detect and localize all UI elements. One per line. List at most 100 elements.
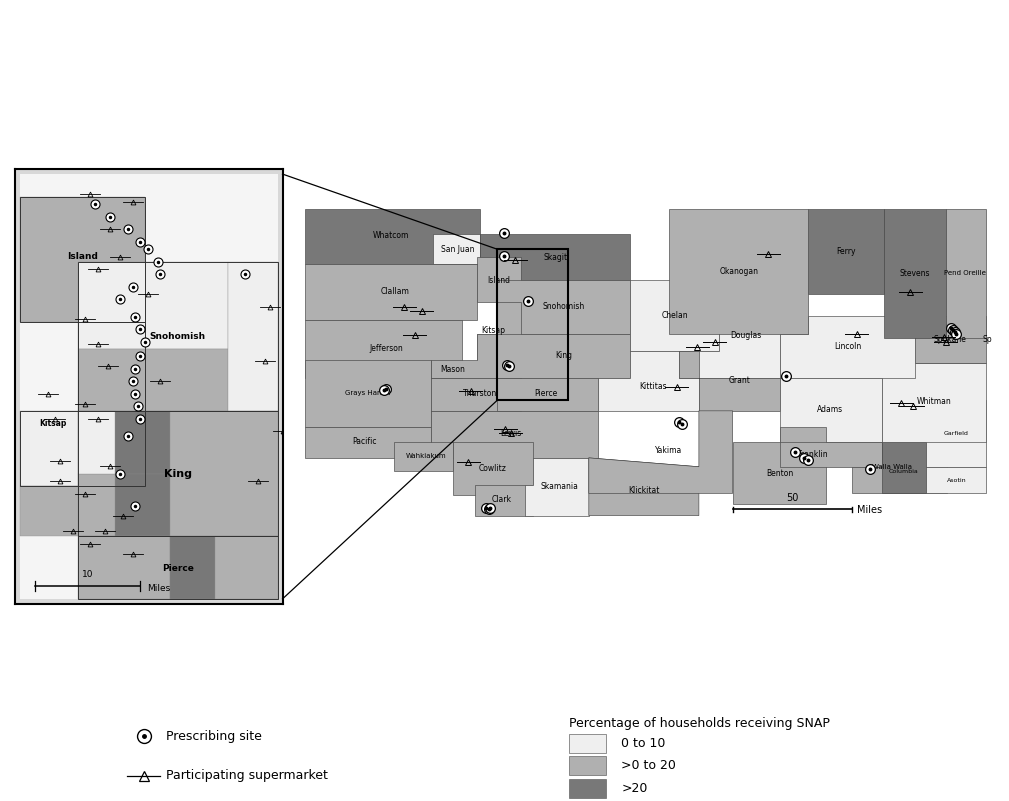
Polygon shape (589, 458, 699, 516)
Polygon shape (20, 486, 78, 537)
Polygon shape (78, 262, 228, 349)
Text: Skagit: Skagit (543, 253, 567, 262)
Polygon shape (394, 442, 453, 471)
Polygon shape (477, 302, 522, 360)
Text: >0 to 20: >0 to 20 (622, 759, 676, 772)
Text: Yakima: Yakima (655, 446, 682, 455)
Polygon shape (171, 537, 215, 599)
Polygon shape (945, 209, 986, 338)
Text: Kittitas: Kittitas (639, 382, 667, 392)
Text: Sp: Sp (983, 336, 993, 344)
Text: Jefferson: Jefferson (369, 344, 404, 353)
Polygon shape (453, 442, 533, 495)
Polygon shape (630, 280, 719, 352)
Bar (569, 735, 606, 754)
Text: Prescribing site: Prescribing site (166, 730, 262, 743)
Polygon shape (305, 360, 431, 427)
Polygon shape (20, 412, 78, 486)
Text: Whitman: Whitman (917, 397, 951, 406)
Text: King: King (555, 352, 572, 360)
Polygon shape (477, 257, 522, 302)
Bar (497, 249, 568, 400)
Text: Clark: Clark (491, 495, 512, 504)
Polygon shape (589, 411, 733, 493)
Text: 10: 10 (82, 570, 94, 579)
Text: King: King (163, 469, 192, 479)
Text: Pacific: Pacific (352, 437, 376, 446)
Text: 0 to 10: 0 to 10 (622, 737, 666, 751)
Polygon shape (115, 412, 171, 474)
Text: Klickitat: Klickitat (629, 486, 660, 495)
Polygon shape (669, 209, 808, 333)
Text: Island: Island (487, 276, 511, 285)
Text: 50: 50 (786, 493, 799, 503)
Text: Columbia: Columbia (889, 469, 919, 473)
Polygon shape (78, 537, 171, 599)
Polygon shape (479, 234, 630, 280)
Polygon shape (78, 349, 228, 412)
Text: Thurston: Thurston (462, 389, 496, 398)
Polygon shape (78, 412, 115, 474)
Polygon shape (853, 442, 947, 493)
Text: Mason: Mason (441, 364, 465, 373)
Polygon shape (733, 427, 825, 504)
Polygon shape (497, 280, 630, 333)
Polygon shape (475, 485, 533, 516)
Text: Lewis: Lewis (500, 429, 522, 438)
Polygon shape (525, 458, 589, 516)
Polygon shape (433, 234, 479, 264)
Polygon shape (882, 363, 986, 442)
Text: Douglas: Douglas (731, 331, 762, 340)
Text: Chelan: Chelan (662, 312, 688, 320)
Text: Okanogan: Okanogan (719, 267, 759, 276)
Polygon shape (882, 442, 926, 493)
Polygon shape (115, 474, 171, 537)
Text: Lincoln: Lincoln (834, 342, 862, 352)
Text: Miles: Miles (857, 505, 882, 515)
Polygon shape (431, 378, 522, 411)
Polygon shape (431, 333, 497, 378)
Text: Whatcom: Whatcom (372, 231, 409, 240)
Polygon shape (679, 294, 780, 378)
Text: Pend Oreille: Pend Oreille (944, 270, 986, 276)
Text: Benton: Benton (766, 469, 793, 478)
Polygon shape (305, 427, 431, 458)
Polygon shape (497, 378, 597, 411)
Text: Grant: Grant (728, 376, 751, 385)
Polygon shape (171, 412, 277, 537)
Text: Skamania: Skamania (541, 481, 578, 491)
Text: Grays Harbor: Grays Harbor (345, 390, 391, 396)
Polygon shape (884, 209, 945, 338)
Text: Wahkiakum: Wahkiakum (406, 453, 447, 459)
Polygon shape (679, 352, 780, 411)
Text: Adams: Adams (817, 405, 844, 413)
Text: Pierce: Pierce (535, 389, 558, 398)
Text: Snohomish: Snohomish (543, 303, 585, 312)
Bar (569, 756, 606, 775)
Text: Kitsap: Kitsap (39, 420, 67, 429)
Polygon shape (305, 320, 462, 378)
Polygon shape (78, 474, 115, 537)
Text: >20: >20 (622, 782, 648, 795)
Polygon shape (497, 333, 630, 378)
Text: Cowlitz: Cowlitz (479, 464, 507, 473)
Polygon shape (780, 442, 882, 467)
Text: Participating supermarket: Participating supermarket (166, 769, 328, 783)
Bar (569, 779, 606, 798)
Polygon shape (914, 316, 986, 363)
Polygon shape (780, 316, 914, 378)
Text: Kitsap: Kitsap (481, 327, 504, 336)
Text: San Juan: San Juan (441, 245, 474, 254)
Text: Pierce: Pierce (161, 565, 194, 574)
Text: Ferry: Ferry (836, 248, 856, 256)
Polygon shape (228, 262, 277, 412)
Polygon shape (431, 411, 597, 458)
Text: Percentage of households receiving SNAP: Percentage of households receiving SNAP (569, 717, 829, 731)
Text: Island: Island (68, 252, 98, 261)
Text: Snohomish: Snohomish (149, 332, 206, 341)
Polygon shape (305, 209, 479, 264)
Polygon shape (926, 400, 986, 467)
Polygon shape (305, 264, 477, 320)
Text: Miles: Miles (147, 585, 171, 594)
Polygon shape (215, 537, 277, 599)
